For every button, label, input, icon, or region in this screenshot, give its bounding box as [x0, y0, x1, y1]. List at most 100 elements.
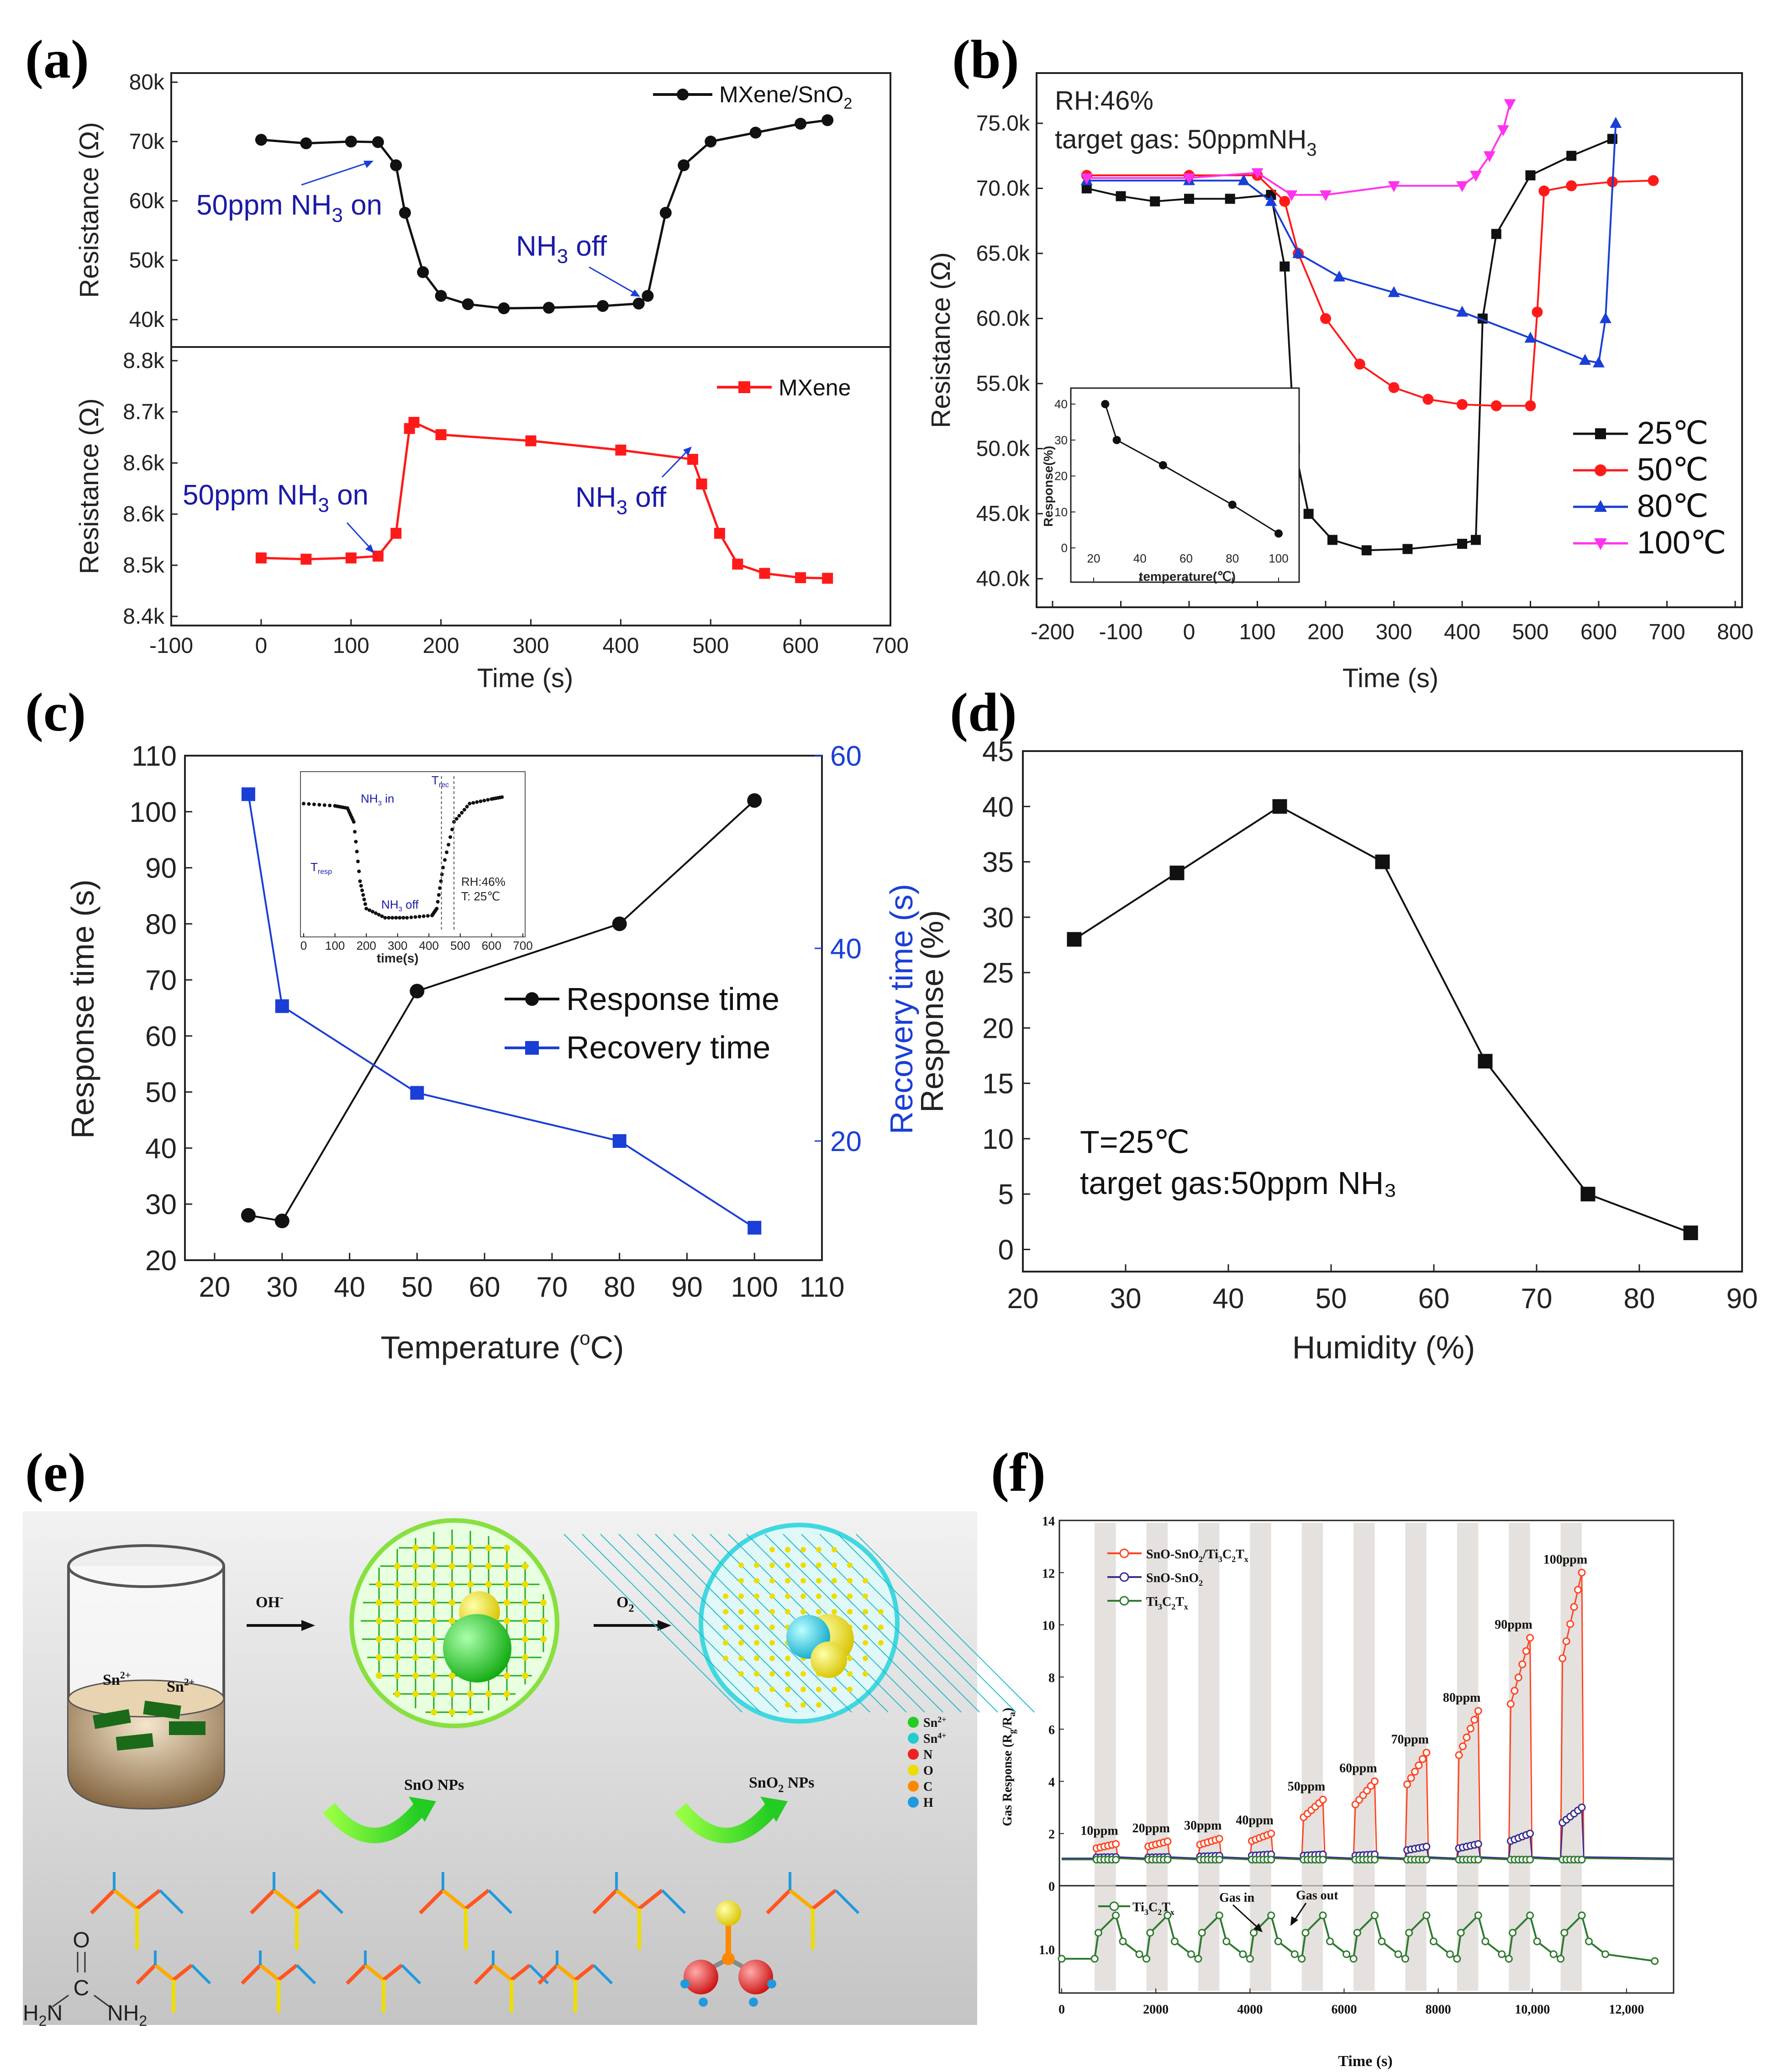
panel-f-bottom-point	[1301, 1929, 1310, 1937]
panel-d-note-1: T=25℃	[1080, 1124, 1190, 1160]
beaker-sn-1: Sn2+	[103, 1669, 131, 1688]
panel-f-point	[1422, 1749, 1431, 1757]
panel-d-xtick-label: 20	[1007, 1283, 1039, 1315]
lattice-atom	[847, 1593, 853, 1599]
lattice-atom	[769, 1562, 775, 1568]
panel-c-xtick-label: 70	[536, 1272, 568, 1303]
panel-a-top-series	[255, 114, 834, 315]
panel-d-point	[1478, 1054, 1493, 1069]
panel-f-conc-label: 70ppm	[1391, 1733, 1429, 1747]
panel-d-xtick-label: 80	[1624, 1283, 1655, 1315]
molecule-bond	[277, 1963, 298, 1982]
panel-c-recovery-point	[241, 787, 255, 801]
panel-f-ytick-label: 14	[1042, 1515, 1055, 1529]
panel-c-inset-point	[479, 799, 483, 803]
panel-a-top-point	[372, 136, 384, 148]
panel-f-gas-band	[1509, 1523, 1530, 1991]
panel-f-bottom-point	[1135, 1950, 1143, 1958]
lattice-atom	[863, 1593, 868, 1599]
panel-c-legend: Response time Recovery time	[505, 981, 779, 1065]
panel-a-top-ytick-label: 40k	[129, 308, 165, 332]
lattice-atom	[376, 1672, 382, 1679]
panel-b-inset-xlabel: temperature(℃)	[1139, 569, 1236, 584]
molecule-bond	[442, 1888, 467, 1910]
panel-d-ytick-label: 35	[982, 847, 1014, 878]
panel-b-xtick-label: 300	[1375, 620, 1412, 644]
lattice-atom	[832, 1609, 837, 1614]
panel-b-xtick-label: 700	[1648, 620, 1685, 644]
lattice-atom	[522, 1563, 528, 1569]
lattice-atom	[412, 1654, 419, 1661]
panel-b-point	[1303, 509, 1314, 519]
panel-b-point	[1593, 356, 1605, 368]
panel-c-inset-point	[482, 799, 486, 803]
panel-f-bottom-point	[1319, 1911, 1327, 1919]
molecule-bond	[615, 1888, 641, 1910]
panel-c-inset-point	[355, 850, 359, 853]
lattice-atom	[800, 1671, 806, 1677]
molecule-bond	[492, 1963, 513, 1982]
panel-c-xtick-label: 110	[800, 1272, 845, 1303]
panel-d-ytick-label: 25	[982, 957, 1014, 989]
lattice-atom	[754, 1578, 759, 1583]
lattice-atom	[832, 1578, 837, 1583]
panel-b-point	[1116, 191, 1126, 201]
lattice-atom	[504, 1599, 510, 1606]
panel-f-gas-band	[1250, 1523, 1271, 1991]
panel-b-title-1: RH:46%	[1055, 86, 1153, 116]
lattice-atom	[878, 1625, 884, 1630]
panel-d-xtick-label: 40	[1213, 1283, 1244, 1315]
panel-f-xlabel: Time (s)	[1338, 2053, 1392, 2070]
molecule-bond	[154, 1963, 175, 1982]
panel-c-inset-point	[454, 817, 458, 821]
lattice-line	[764, 1534, 943, 1713]
panel-b-point	[1150, 196, 1160, 207]
lattice-atom	[522, 1636, 528, 1642]
panel-f-point	[1574, 1586, 1582, 1594]
panel-f-bottom-point	[1250, 1929, 1258, 1937]
panel-a-top-point	[345, 136, 357, 147]
molecule-bond	[574, 1963, 595, 1982]
panel-f-point	[1526, 1830, 1534, 1838]
panel-a-xtick-label: 300	[512, 634, 549, 658]
panel-c-inset-point	[368, 908, 371, 912]
panel-f-point	[1566, 1620, 1574, 1628]
panel-f-bottom-point	[1274, 1937, 1282, 1946]
panel-b-inset-point	[1274, 529, 1283, 538]
panel-b-point	[1361, 545, 1372, 556]
lattice-atom	[754, 1625, 759, 1630]
panel-b-point	[1469, 171, 1482, 182]
molecule-bond	[136, 1888, 161, 1910]
panel-f-point	[1570, 1603, 1578, 1611]
panel-b-line	[1086, 174, 1653, 407]
lattice-atom	[485, 1691, 492, 1697]
panel-c-response-point	[747, 793, 762, 808]
panel-b-frame	[1036, 72, 1743, 608]
panel-b-xtick-label: 600	[1580, 620, 1617, 644]
panel-b-point	[1490, 400, 1502, 411]
lattice-atom	[754, 1687, 759, 1692]
panel-f: 14 12 10 8 6 4 2 0 1.0 0 2000 4000 6000 8000 10,000 12…	[1000, 1515, 1674, 2070]
panel-b-ylabel: Resistance (Ω)	[926, 252, 956, 428]
panel-f-point	[1215, 1856, 1223, 1864]
panel-c-inset-xlabel: time(s)	[377, 951, 419, 965]
panel-b-legend-marker	[1595, 428, 1606, 439]
panel-d-note-2: target gas:50ppm NH₃	[1080, 1165, 1397, 1201]
lattice-atom	[754, 1609, 759, 1614]
panel-f-bottom-point	[1481, 1937, 1490, 1946]
panel-f-xtick-label: 4000	[1237, 2003, 1263, 2017]
panel-b-point	[1457, 399, 1468, 410]
lattice-atom	[863, 1656, 868, 1661]
panel-b-point	[1285, 190, 1298, 201]
molecule-bond	[346, 1964, 367, 1985]
panel-a-top-point	[749, 126, 762, 139]
lattice-atom	[522, 1599, 528, 1606]
lattice-atom	[394, 1691, 400, 1697]
panel-c-ytick-label: 100	[130, 797, 177, 828]
panel-f-bottom-point	[1090, 1955, 1099, 1963]
panel-f-bottom-point	[1246, 1955, 1254, 1963]
panel-c-inset-point	[359, 884, 363, 888]
lattice-atom	[785, 1593, 790, 1599]
panel-c-inset-point	[322, 803, 326, 807]
lattice-atom	[738, 1640, 744, 1646]
